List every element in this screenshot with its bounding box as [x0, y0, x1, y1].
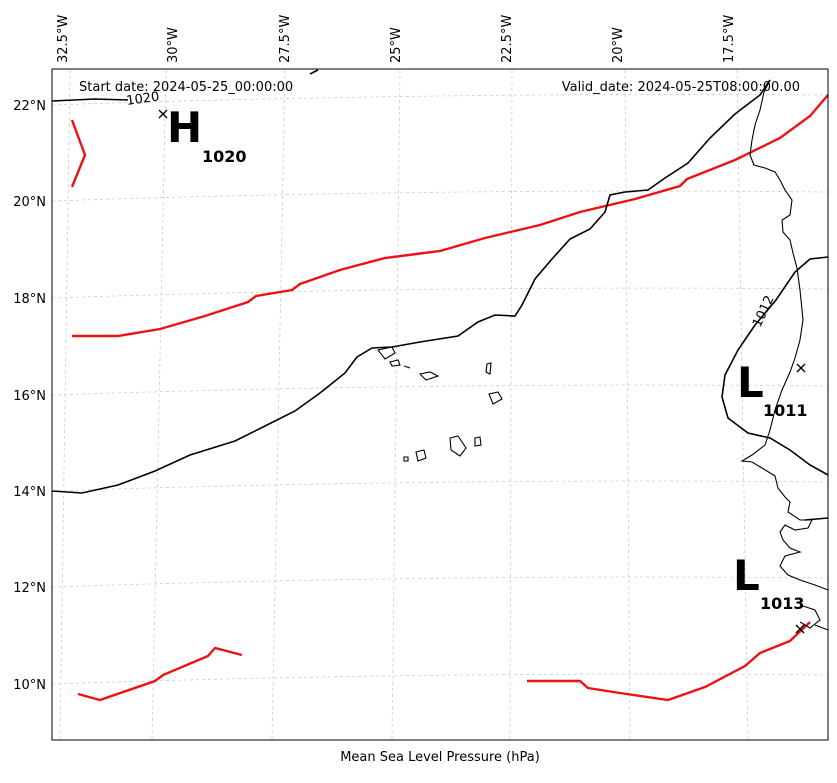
start-date-label: Start date: 2024-05-25_00:00:00 [79, 80, 293, 95]
map-xlabel: Mean Sea Level Pressure (hPa) [340, 750, 540, 765]
low-center-symbol: L [733, 551, 760, 600]
island-2 [389, 359, 401, 367]
low-center-marker [796, 363, 806, 373]
lat-tick-label: 18°N [13, 292, 46, 307]
high-center-value: 1020 [202, 147, 247, 166]
lat-tick-label: 16°N [13, 389, 46, 404]
lon-tick-label: 25°W [389, 27, 404, 63]
low-center-marker [795, 624, 805, 634]
island-3 [418, 371, 440, 381]
isobar-1020-top-right [309, 69, 319, 75]
pressure-center-low-1: L 1011 [737, 358, 808, 420]
africa-coast [740, 79, 829, 591]
red-isobar-west [70, 119, 87, 188]
pressure-center-high: H 1020 [158, 103, 247, 166]
island-9 [403, 456, 409, 462]
black-isobars [51, 69, 829, 521]
island-4 [485, 362, 492, 375]
island-1 [377, 346, 396, 360]
isobar-1012 [721, 256, 829, 476]
coastline [377, 79, 829, 631]
red-isobar-south-west [77, 646, 243, 702]
red-isobars [70, 94, 829, 702]
lon-tick-label: 32.5°W [56, 15, 71, 63]
red-isobar-south-east [527, 621, 811, 702]
low-center-value: 1013 [760, 594, 805, 613]
low-center-symbol: L [737, 358, 764, 407]
lat-tick-label: 22°N [13, 99, 46, 114]
lat-tick-label: 20°N [13, 195, 46, 210]
coast-south-islands [799, 604, 829, 631]
lon-tick-label: 17.5°W [722, 15, 737, 63]
island-10 [403, 365, 411, 369]
low-center-value: 1011 [763, 401, 808, 420]
latitude-labels: 22°N 20°N 18°N 16°N 14°N 12°N 10°N [13, 99, 46, 693]
lat-tick-label: 12°N [13, 581, 46, 596]
lon-tick-label: 20°W [611, 27, 626, 63]
island-8 [415, 449, 427, 462]
valid-date-label: Valid_date: 2024-05-25T08:00:00.00 [562, 80, 800, 95]
isobar-main [51, 79, 771, 494]
high-center-marker [158, 109, 168, 119]
pressure-center-low-2: L 1013 [733, 551, 805, 634]
red-isobar-north [72, 94, 829, 338]
lat-tick-label: 10°N [13, 678, 46, 693]
island-6 [449, 435, 467, 457]
high-center-symbol: H [167, 103, 202, 152]
map-frame [51, 68, 829, 741]
lon-tick-label: 30°W [166, 27, 181, 63]
longitude-labels: 32.5°W 30°W 27.5°W 25°W 22.5°W 20°W 17.5… [56, 15, 737, 63]
lon-tick-label: 27.5°W [278, 15, 293, 63]
graticule [51, 69, 829, 741]
island-5 [488, 391, 503, 405]
lat-tick-label: 14°N [13, 485, 46, 500]
lon-tick-label: 22.5°W [500, 15, 515, 63]
isobar-label-1020: 1020 [125, 90, 160, 109]
isobar-label-1012: 1012 [750, 293, 778, 329]
island-7 [474, 436, 482, 447]
isobar-1020-top [51, 98, 129, 102]
